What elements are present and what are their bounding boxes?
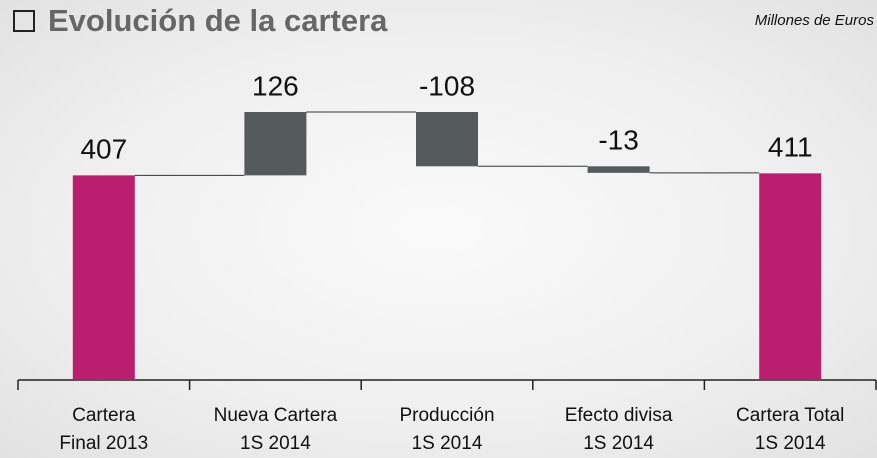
x-tick-label: 1S 2014: [240, 433, 311, 454]
bar: [416, 112, 478, 167]
x-tick-label: Efecto divisa: [565, 405, 673, 426]
x-tick-label: 1S 2014: [412, 433, 483, 454]
bar: [587, 166, 650, 173]
chart-title: Evolución de la cartera: [48, 3, 388, 38]
x-tick-label: 1S 2014: [755, 433, 826, 454]
bar: [759, 173, 822, 380]
value-label: -108: [419, 70, 475, 101]
x-tick-label: Final 2013: [59, 433, 148, 454]
title-bullet: [13, 10, 35, 32]
value-label: 407: [80, 134, 127, 165]
value-label: 126: [252, 70, 299, 101]
bar: [72, 175, 135, 380]
chart-subtitle: Millones de Euros: [755, 12, 875, 29]
x-tick-label: Cartera: [72, 405, 136, 426]
x-tick-label: Cartera Total: [736, 405, 844, 426]
value-label: -13: [598, 125, 638, 156]
bar: [244, 112, 307, 176]
x-tick-label: Producción: [399, 405, 494, 426]
x-tick-label: Nueva Cartera: [214, 405, 338, 426]
value-label: 411: [768, 132, 813, 163]
x-tick-label: 1S 2014: [583, 433, 654, 454]
